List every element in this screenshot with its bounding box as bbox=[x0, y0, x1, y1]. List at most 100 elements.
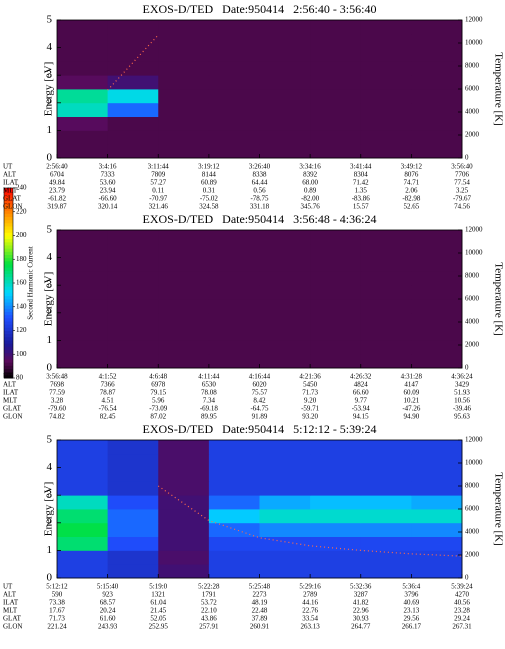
colorbar-swatch bbox=[4, 314, 13, 319]
heatmap-cell bbox=[158, 144, 210, 159]
heatmap-cell bbox=[208, 522, 260, 537]
colorbar-swatch bbox=[4, 317, 13, 322]
heatmap-cell bbox=[107, 467, 159, 482]
y2-tick-label: 0 bbox=[465, 154, 469, 162]
heatmap-cell bbox=[411, 467, 463, 482]
heatmap-cell bbox=[411, 75, 463, 90]
orbit-value: 5:36:4 bbox=[402, 583, 420, 591]
colorbar-tick-label: 240 bbox=[16, 184, 27, 192]
y2-axis-label: Temperature [K] bbox=[492, 472, 504, 545]
orbit-value: 71.73 bbox=[302, 389, 318, 397]
heatmap-cell bbox=[57, 61, 109, 76]
orbit-value: 17.67 bbox=[49, 607, 65, 615]
orbit-row-label: UT bbox=[3, 583, 13, 591]
colorbar-tick-label: 160 bbox=[16, 279, 27, 287]
colorbar-swatch bbox=[4, 279, 13, 284]
orbit-value: 5:32:36 bbox=[350, 583, 372, 591]
orbit-value: 4:36:24 bbox=[451, 373, 473, 381]
heatmap-cell bbox=[310, 440, 362, 455]
orbit-value: 923 bbox=[102, 591, 113, 599]
heatmap-cell bbox=[158, 509, 210, 524]
temperature-line bbox=[107, 34, 159, 91]
heatmap-cell bbox=[360, 243, 412, 258]
orbit-value: 3:4:16 bbox=[99, 163, 117, 171]
orbit-value: 345.76 bbox=[301, 203, 321, 211]
orbit-value: 331.18 bbox=[250, 203, 270, 211]
orbit-value: 4:1:52 bbox=[99, 373, 117, 381]
heatmap-cell bbox=[411, 299, 463, 314]
heatmap-cell bbox=[57, 271, 109, 286]
heatmap-cell bbox=[107, 285, 159, 300]
y2-tick-label: 4000 bbox=[465, 528, 480, 536]
heatmap-cell bbox=[57, 257, 109, 272]
heatmap-cell bbox=[158, 130, 210, 145]
heatmap-cell bbox=[57, 326, 109, 341]
heatmap-cell bbox=[360, 550, 412, 565]
colorbar-swatch bbox=[4, 336, 13, 341]
heatmap-cell bbox=[107, 61, 159, 76]
heatmap-cell bbox=[208, 509, 260, 524]
heatmap-cell bbox=[158, 536, 210, 551]
colorbar-tick-label: 120 bbox=[16, 326, 27, 334]
heatmap-cell bbox=[208, 33, 260, 48]
orbit-value: 22.48 bbox=[252, 607, 268, 615]
colorbar-swatch bbox=[4, 232, 13, 236]
colorbar-swatch bbox=[4, 254, 13, 259]
orbit-value: 4:26:32 bbox=[350, 373, 372, 381]
heatmap-cell bbox=[208, 116, 260, 131]
orbit-value: 8338 bbox=[253, 171, 268, 179]
orbit-value: 7809 bbox=[151, 171, 166, 179]
heatmap-cell bbox=[310, 33, 362, 48]
heatmap-cell bbox=[158, 440, 210, 455]
y-tick-label: 4 bbox=[47, 461, 53, 473]
heatmap-cell bbox=[310, 326, 362, 341]
heatmap-cell bbox=[411, 47, 463, 62]
colorbar-swatch bbox=[4, 333, 13, 338]
y2-axis-label: Temperature [K] bbox=[492, 52, 504, 125]
orbit-value: 4147 bbox=[404, 381, 419, 389]
colorbar-tick-label: 140 bbox=[16, 302, 27, 310]
colorbar-swatch bbox=[4, 362, 13, 366]
heatmap-cell bbox=[411, 130, 463, 145]
heatmap-cell bbox=[208, 271, 260, 286]
orbit-row-label: MLT bbox=[3, 607, 18, 615]
heatmap-cell bbox=[360, 20, 412, 35]
orbit-value: 10.56 bbox=[454, 397, 470, 405]
heatmap-cell bbox=[310, 564, 362, 579]
colorbar-tick-label: 100 bbox=[16, 350, 27, 358]
heatmap-cell bbox=[208, 130, 260, 145]
heatmap-cell bbox=[158, 243, 210, 258]
y-tick-label: 5 bbox=[47, 224, 53, 236]
orbit-value: -79.67 bbox=[453, 195, 472, 203]
heatmap-cell bbox=[158, 285, 210, 300]
orbit-value: 21.45 bbox=[150, 607, 166, 615]
orbit-value: 320.14 bbox=[98, 203, 118, 211]
y-tick-label: 2 bbox=[47, 96, 53, 108]
heatmap-cell bbox=[411, 522, 463, 537]
colorbar-swatch bbox=[4, 219, 13, 224]
orbit-value: 95.63 bbox=[454, 413, 470, 421]
orbit-row-label: MLT bbox=[3, 397, 18, 405]
orbit-value: 60.89 bbox=[201, 179, 217, 187]
heatmap-cell bbox=[259, 495, 311, 510]
heatmap-cell bbox=[411, 564, 463, 579]
orbit-value: 61.04 bbox=[150, 599, 166, 607]
heatmap-cell bbox=[411, 453, 463, 468]
colorbar-swatch bbox=[4, 238, 13, 243]
orbit-value: 89.95 bbox=[201, 413, 217, 421]
orbit-value: -61.82 bbox=[48, 195, 67, 203]
heatmap-cell bbox=[158, 312, 210, 327]
orbit-row-label: UT bbox=[3, 163, 13, 171]
orbit-value: 5:39:24 bbox=[451, 583, 473, 591]
orbit-value: 260.91 bbox=[250, 623, 270, 631]
heatmap-cell bbox=[158, 116, 210, 131]
heatmap-cell bbox=[360, 271, 412, 286]
y-axis-label: Energy [eV] bbox=[43, 482, 55, 536]
colorbar-swatch bbox=[4, 229, 13, 233]
heatmap-cell bbox=[57, 144, 109, 159]
orbit-value: 4:16:44 bbox=[249, 373, 271, 381]
colorbar-swatch bbox=[4, 257, 13, 262]
colorbar-swatch bbox=[4, 302, 13, 306]
colorbar-tick-label: 180 bbox=[16, 255, 27, 263]
orbit-value: 2.06 bbox=[405, 187, 418, 195]
